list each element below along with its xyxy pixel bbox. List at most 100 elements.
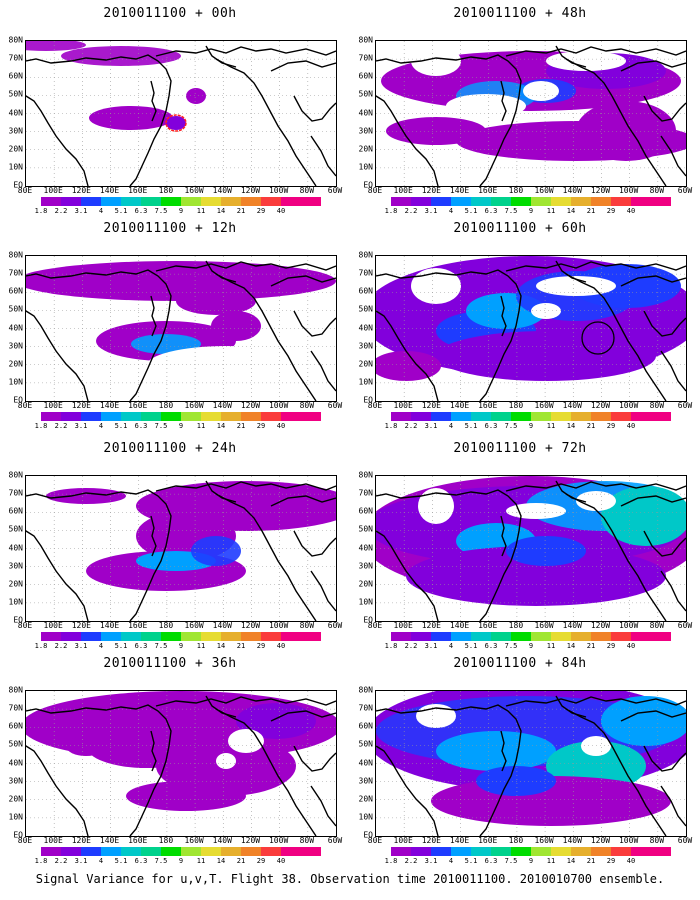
latitude-label: 70N [358,53,373,63]
colorbar-label: 14 [216,857,226,865]
colorbar-swatch [411,412,431,421]
coastline [376,530,439,621]
forecast-panel: 2010011100 + 72h 80N 70N 60N 50N 40N 30N 20N 10N… [355,435,693,650]
colorbar-swatch [631,632,651,641]
variance-shading [386,117,486,145]
no-signal-region [523,81,559,101]
colorbar-swatch [61,847,81,856]
latitude-label: EQ [363,830,373,840]
latitude-label: 20N [8,579,23,589]
longitude-axis: 80E 100E 120E 140E 160E 180 160W 140W 120W 100W 80… [5,621,345,631]
coastlines [26,480,336,621]
longitude-axis: 80E 100E 120E 140E 160E 180 160W 140W 120W 100W 80… [355,186,695,196]
map-svg [376,691,686,836]
colorbar [41,412,321,421]
colorbar-swatch [41,847,61,856]
colorbar-swatch [431,412,451,421]
coastline [660,785,686,827]
colorbar-swatch [61,412,81,421]
no-signal-region [576,491,616,511]
latitude-label: 40N [8,758,23,767]
coastline [270,710,336,722]
colorbar-swatch [81,847,101,856]
colorbar-swatch [241,847,261,856]
variance-map [375,255,687,402]
colorbar-label: 40 [626,857,636,865]
coastline [500,515,507,557]
colorbar-swatch [161,847,181,856]
forecast-panel: 2010011100 + 84h 80N 70N 60N 50N 40N 30N 20N 10N… [355,650,693,865]
colorbar-label: 5.1 [464,207,478,215]
colorbar-swatch [281,412,301,421]
longitude-axis: 80E 100E 120E 140E 160E 180 160W 140W 120W 100W 80… [5,836,345,846]
longitude-label: 100W [618,186,639,195]
longitude-label: 80E [367,621,383,630]
colorbar-label: 2.2 [54,207,68,215]
longitude-label: 140E [99,401,120,410]
longitude-label: 120E [71,836,91,845]
colorbar-label: 11 [546,642,556,650]
longitude-label: 160E [128,836,148,845]
colorbar-swatch [391,197,411,206]
latitude-label: 50N [8,304,23,314]
variance-shading [436,331,656,381]
map-svg [376,256,686,401]
latitude-label: 20N [8,359,23,369]
colorbar-label: 9 [178,642,184,650]
colorbar-label: 7.5 [154,642,168,650]
colorbar-swatch [101,197,121,206]
latitude-label: 70N [8,703,23,713]
variance-map [25,40,337,187]
panel-title: 2010011100 + 36h [103,656,237,671]
variance-map [375,475,687,622]
coastline [660,135,686,177]
longitude-label: 100W [618,836,639,845]
colorbar-swatch [491,847,511,856]
longitude-label: 100W [268,836,289,845]
longitude-label: 60W [327,621,343,630]
colorbar-label: 11 [546,857,556,865]
colorbar-swatch [221,632,241,641]
longitude-label: 180 [508,836,524,845]
colorbar-swatch [241,412,261,421]
colorbar-labels: 1.8 2.2 3.1 4 5.1 6.3 7.5 9 11 14 21 29 40 [385,422,671,431]
coastline [26,95,89,186]
colorbar-label: 9 [528,857,534,865]
variance-shading [406,546,666,606]
coastline [643,95,686,122]
coastline [26,310,89,401]
colorbar-swatch [551,197,571,206]
latitude-label: EQ [363,615,373,625]
colorbar [41,847,321,856]
colorbar-swatch [141,847,161,856]
colorbar-label: 2.2 [404,642,418,650]
colorbar-swatch [301,847,321,856]
latitude-label: 30N [358,561,373,571]
latitude-label: 50N [358,89,373,99]
colorbar-swatch [301,632,321,641]
variance-shading [191,536,241,566]
panel-title: 2010011100 + 72h [453,441,587,456]
colorbar-swatch [41,412,61,421]
colorbar [391,847,671,856]
latitude-label: 20N [358,144,373,154]
longitude-label: 160E [128,621,148,630]
colorbar-label: 1.8 [384,422,398,430]
coastline [500,730,507,772]
observation-marker [581,321,615,355]
latitude-label: 70N [8,488,23,498]
colorbar-swatch [101,412,121,421]
colorbar-swatch [411,847,431,856]
colorbar-label: 5.1 [114,207,128,215]
variance-shading [46,488,126,504]
colorbar-label: 4 [98,857,104,865]
coastline [376,745,439,836]
coastline [643,310,686,337]
colorbar-label: 40 [626,422,636,430]
colorbar-label: 5.1 [464,857,478,865]
coastline [215,273,317,401]
coastline [26,269,172,401]
signal-variance-field [26,41,206,130]
longitude-label: 180 [158,186,174,195]
variance-shading [476,766,556,796]
